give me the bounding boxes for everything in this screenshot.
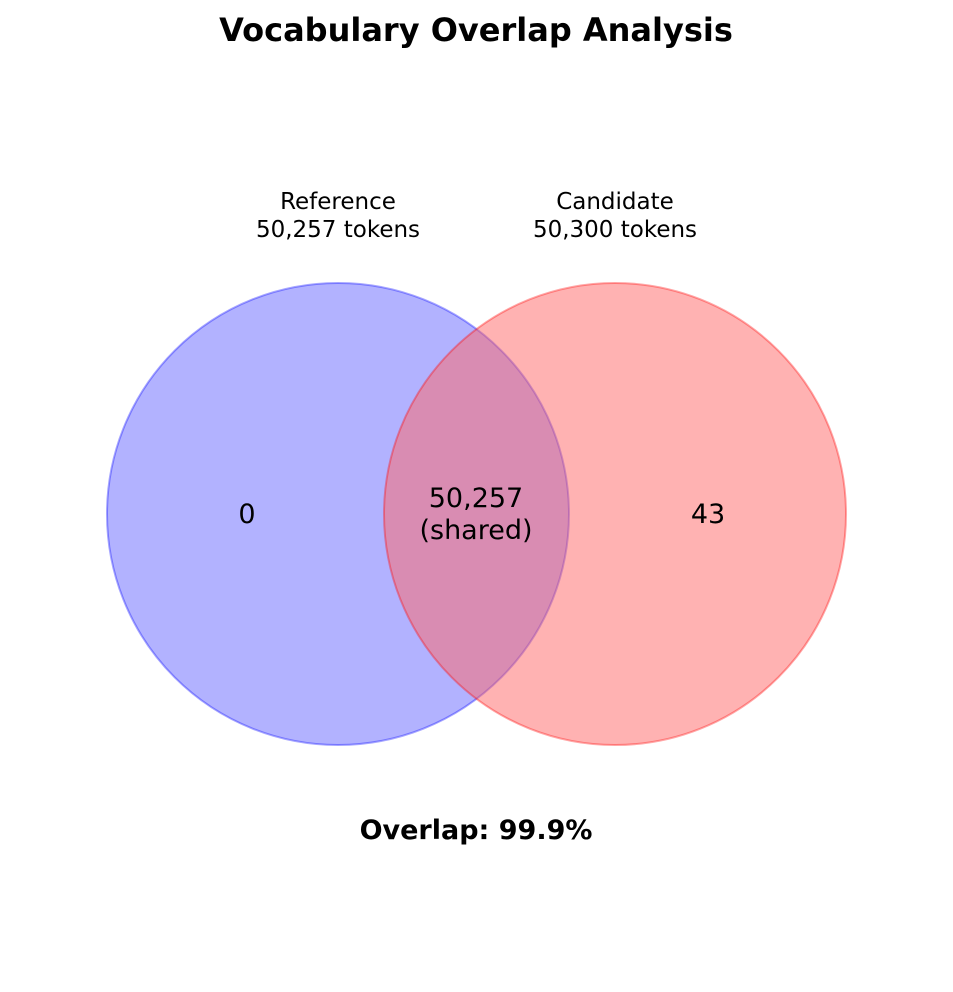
overlap-percentage: Overlap: 99.9% — [360, 815, 593, 846]
chart-title: Vocabulary Overlap Analysis — [219, 11, 733, 49]
shared-count: 50,257 — [429, 483, 523, 514]
reference-set-size: 50,257 tokens — [256, 217, 420, 243]
reference-only-count: 0 — [238, 499, 255, 530]
candidate-only-count: 43 — [691, 499, 725, 530]
candidate-circle-outline — [383, 282, 847, 746]
reference-set-name: Reference — [280, 189, 396, 215]
candidate-set-name: Candidate — [556, 189, 674, 215]
candidate-set-size: 50,300 tokens — [533, 217, 697, 243]
candidate-circle — [384, 283, 846, 745]
shared-label: (shared) — [419, 515, 532, 546]
